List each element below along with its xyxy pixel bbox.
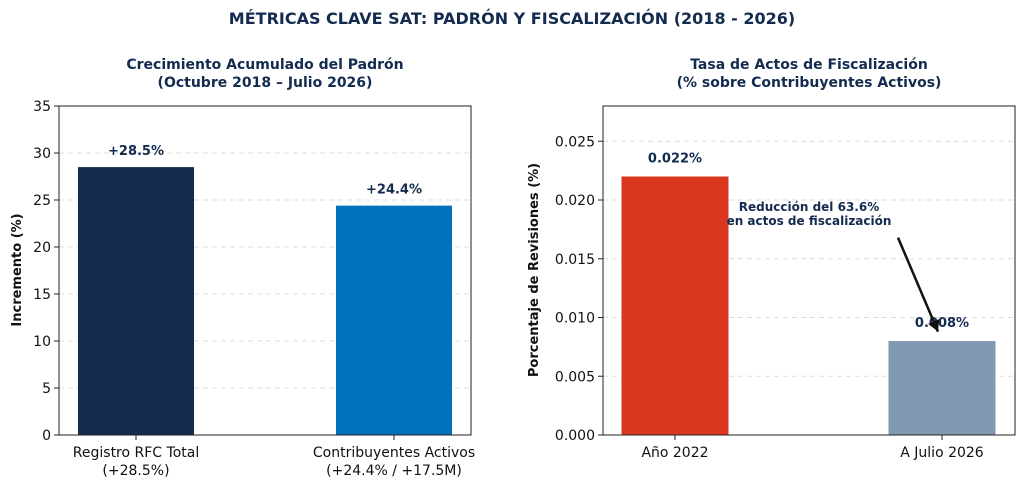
y-tick-label: 15 bbox=[33, 287, 51, 303]
chart-fiscalizacion-labels: 0.022% 0.008% bbox=[648, 152, 969, 332]
chart-fiscalizacion-x-axis: Año 2022 A Julio 2026 bbox=[641, 435, 984, 461]
x-tick-label: Contribuyentes Activos bbox=[313, 445, 475, 461]
data-label: 0.022% bbox=[648, 152, 702, 167]
figure-title: MÉTRICAS CLAVE SAT: PADRÓN Y FISCALIZACI… bbox=[229, 9, 795, 28]
chart-fiscalizacion-annotation: Reducción del 63.6% en actos de fiscaliz… bbox=[727, 200, 940, 333]
chart-fiscalizacion-plot-frame bbox=[602, 105, 1016, 436]
chart-padron-title-line1: Crecimiento Acumulado del Padrón bbox=[126, 57, 403, 73]
chart-fiscalizacion-y-axis: 0.000 0.005 0.010 0.015 0.020 0.025 bbox=[555, 134, 603, 444]
chart-padron-plot-frame bbox=[58, 105, 472, 436]
bar bbox=[336, 205, 452, 435]
bar bbox=[78, 167, 194, 435]
annotation-arrow-head bbox=[928, 319, 940, 332]
bar bbox=[888, 341, 996, 435]
y-tick-label: 20 bbox=[33, 240, 51, 256]
x-tick-label-line2: (+24.4% / +17.5M) bbox=[326, 463, 462, 479]
y-tick-label: 0.000 bbox=[555, 428, 595, 444]
data-label: 0.008% bbox=[915, 316, 969, 331]
annotation-text-line1: Reducción del 63.6% bbox=[739, 200, 879, 214]
chart-padron-bars bbox=[78, 167, 452, 435]
x-tick-label: Año 2022 bbox=[641, 445, 708, 461]
y-tick-label: 35 bbox=[33, 99, 51, 115]
chart-padron: Crecimiento Acumulado del Padrón (Octubr… bbox=[10, 57, 475, 479]
chart-fiscalizacion-title-line2: (% sobre Contribuyentes Activos) bbox=[677, 75, 942, 91]
y-tick-label: 0.005 bbox=[555, 369, 595, 385]
y-tick-label: 0.025 bbox=[555, 134, 595, 150]
chart-fiscalizacion: Tasa de Actos de Fiscalización (% sobre … bbox=[527, 57, 1016, 461]
chart-fiscalizacion-title-line1: Tasa de Actos de Fiscalización bbox=[690, 57, 928, 73]
chart-padron-title-line2: (Octubre 2018 – Julio 2026) bbox=[158, 75, 373, 91]
y-tick-label: 0 bbox=[42, 428, 51, 444]
chart-padron-y-axis: 0 5 10 15 20 25 30 35 bbox=[33, 99, 59, 444]
x-tick-label: Registro RFC Total bbox=[73, 445, 199, 461]
chart-padron-labels: +28.5% +24.4% bbox=[108, 144, 422, 198]
y-tick-label: 10 bbox=[33, 334, 51, 350]
chart-fiscalizacion-bars bbox=[621, 176, 996, 435]
chart-fiscalizacion-y-label: Porcentaje de Revisiones (%) bbox=[527, 163, 542, 377]
y-tick-label: 30 bbox=[33, 146, 51, 162]
data-label: +24.4% bbox=[366, 183, 422, 198]
bar bbox=[621, 176, 729, 435]
annotation-text-line2: en actos de fiscalización bbox=[727, 214, 892, 228]
x-tick-label: A Julio 2026 bbox=[900, 445, 984, 461]
y-tick-label: 0.020 bbox=[555, 193, 595, 209]
y-tick-label: 25 bbox=[33, 193, 51, 209]
chart-padron-y-label: Incremento (%) bbox=[10, 213, 25, 326]
chart-padron-x-axis: Registro RFC Total (+28.5%) Contribuyentes… bbox=[73, 435, 475, 479]
y-tick-label: 5 bbox=[42, 381, 51, 397]
x-tick-label-line2: (+28.5%) bbox=[102, 463, 169, 479]
y-tick-label: 0.010 bbox=[555, 311, 595, 327]
annotation-arrow-line bbox=[896, 237, 940, 333]
data-label: +28.5% bbox=[108, 144, 164, 159]
y-tick-label: 0.015 bbox=[555, 252, 595, 268]
